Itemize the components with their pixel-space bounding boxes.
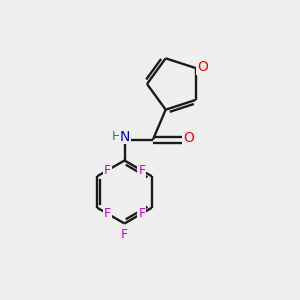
Text: F: F: [138, 164, 146, 177]
Text: N: N: [120, 130, 130, 143]
Text: F: F: [138, 207, 146, 220]
Text: H: H: [112, 130, 121, 143]
Text: F: F: [103, 207, 111, 220]
Text: F: F: [103, 164, 111, 177]
Text: O: O: [184, 131, 194, 145]
Text: O: O: [197, 60, 208, 74]
Text: F: F: [121, 228, 128, 242]
